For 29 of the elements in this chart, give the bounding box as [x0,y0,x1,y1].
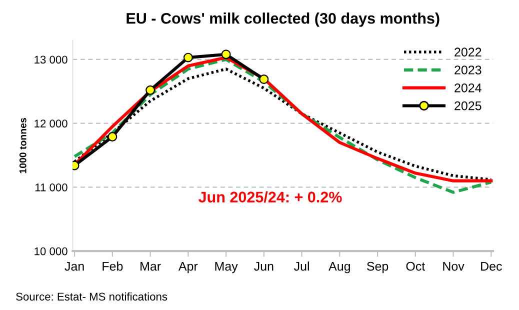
legend-label: 2024 [454,83,482,92]
chart-title: EU - Cows' milk collected (30 days months) [126,12,440,27]
legend-label: 2023 [454,66,482,74]
source-note: Source: Estat- MS notifications [16,292,168,301]
point [108,132,118,142]
point [183,52,193,62]
y-tick-label: 12 000 [34,120,68,128]
x-tick-label: Oct [406,262,426,271]
y-tick-label: 13 000 [34,56,68,64]
annotation: Jun 2025/24: + 0.2% [198,191,342,203]
y-tick-label: 10 000 [34,247,68,256]
point [221,50,231,60]
x-tick-label: May [215,262,238,274]
x-tick-label: Jan [64,262,84,271]
point [259,74,269,84]
x-tick-label: Sep [366,262,388,274]
y-tick-label: 11 000 [35,183,68,192]
x-tick-label: Dec [481,262,502,271]
x-tick-label: Feb [102,262,123,271]
x-tick-label: Aug [328,262,350,274]
point [146,85,156,95]
x-tick-label: Mar [140,262,161,271]
x-tick-label: Jul [294,262,309,271]
x-tick-label: Apr [178,262,198,274]
legend-label: 2022 [454,48,482,57]
legend-label: 2025 [454,101,482,110]
y-axis-title: 1000 tonnes [19,118,26,174]
x-tick-label: Jun [254,262,274,271]
x-tick-label: Nov [443,262,464,271]
